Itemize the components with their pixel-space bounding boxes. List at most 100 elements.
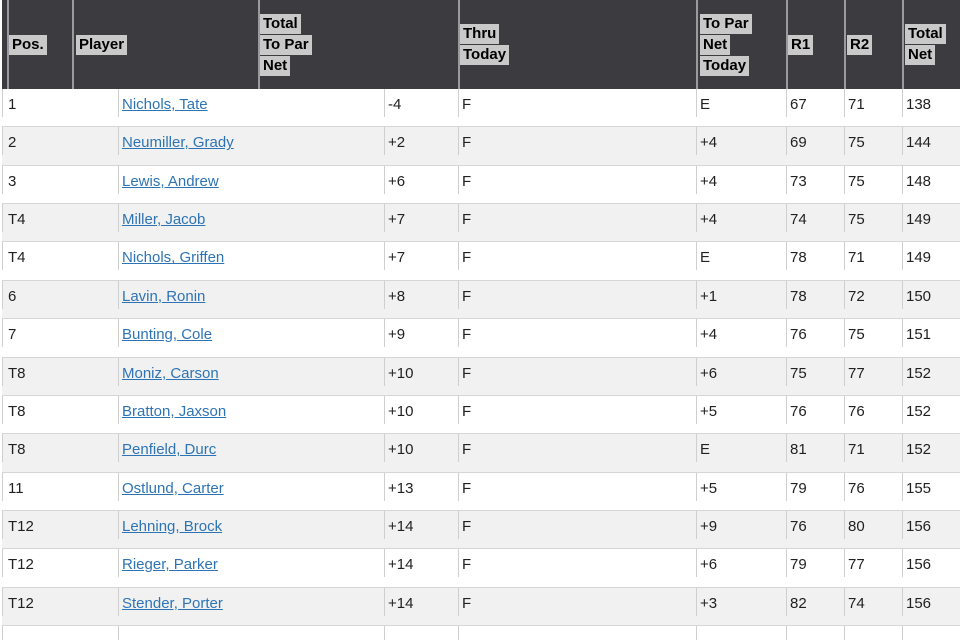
player-link[interactable]: Lavin, Ronin	[122, 287, 206, 305]
table-row: 3 Lewis, Andrew +6 F +4 73 75 148	[2, 165, 960, 205]
r1-cell: 78	[786, 280, 844, 318]
player-cell: Rieger, Parker	[118, 549, 384, 586]
thru-today-cell: F	[458, 89, 696, 126]
pos-cell: T4	[2, 204, 118, 241]
column-header-label: Net	[905, 45, 936, 65]
total-net-cell: 156	[902, 549, 960, 586]
total-to-par-net-cell: +14	[384, 587, 458, 625]
pos-cell: T8	[2, 395, 118, 433]
pos-cell: 1	[2, 89, 118, 126]
to-par-net-today-cell: +1	[696, 280, 786, 318]
player-cell	[118, 626, 384, 640]
pos-cell: T12	[2, 549, 118, 586]
thru-today-cell: F	[458, 587, 696, 625]
column-header-r2: R2	[847, 0, 873, 89]
thru-today-cell	[458, 626, 696, 640]
total-to-par-net-cell: +10	[384, 395, 458, 433]
column-header-label: Thru	[460, 24, 500, 44]
r1-cell: 81	[786, 434, 844, 471]
thru-today-cell: F	[458, 319, 696, 356]
total-net-cell: 150	[902, 280, 960, 318]
thru-today-cell: F	[458, 242, 696, 279]
column-header-total-net: Total Net	[905, 0, 946, 89]
column-header-r1: R1	[788, 0, 814, 89]
r2-cell: 72	[844, 280, 902, 318]
pos-cell: 7	[2, 319, 118, 356]
player-link[interactable]: Ostlund, Carter	[122, 479, 224, 497]
column-header-player: Player	[76, 0, 128, 89]
thru-today-cell: F	[458, 549, 696, 586]
to-par-net-today-cell: +4	[696, 165, 786, 203]
column-header-label: Net	[260, 55, 291, 76]
player-cell: Lehning, Brock	[118, 510, 384, 548]
player-cell: Miller, Jacob	[118, 204, 384, 241]
to-par-net-today-cell: E	[696, 89, 786, 126]
pos-cell: T4	[2, 242, 118, 279]
player-cell: Bunting, Cole	[118, 319, 384, 356]
player-link[interactable]: Miller, Jacob	[122, 211, 206, 229]
table-row: 1 Nichols, Tate -4 F E 67 71 138	[2, 89, 960, 128]
column-divider	[902, 0, 904, 89]
r2-cell: 80	[844, 510, 902, 548]
column-header-to-par-net-today: To Par Net Today	[700, 0, 752, 89]
to-par-net-today-cell: +9	[696, 510, 786, 548]
pos-cell: 2	[2, 127, 118, 164]
total-net-cell: 144	[902, 127, 960, 164]
total-net-cell: 156	[902, 510, 960, 548]
total-to-par-net-cell: +2	[384, 127, 458, 164]
r1-cell: 73	[786, 165, 844, 203]
to-par-net-today-cell: +5	[696, 395, 786, 433]
table-row: T12 Rieger, Parker +14 F +6 79 77 156	[2, 549, 960, 588]
column-header-label: R1	[788, 34, 814, 55]
column-divider	[844, 0, 846, 89]
to-par-net-today-cell: +6	[696, 357, 786, 395]
column-header-label: Today	[460, 45, 510, 65]
pos-cell: T8	[2, 357, 118, 395]
column-header-label: To Par	[700, 13, 752, 34]
column-header-label: Player	[76, 34, 128, 55]
player-link[interactable]: Rieger, Parker	[122, 556, 218, 574]
column-divider	[7, 0, 9, 89]
column-header-thru-today: Thru Today	[460, 0, 510, 89]
player-link[interactable]: Stender, Porter	[122, 594, 223, 612]
column-header-pos: Pos.	[9, 0, 47, 89]
total-net-cell: 152	[902, 357, 960, 395]
player-link[interactable]: Nichols, Griffen	[122, 249, 225, 267]
r1-cell: 75	[786, 357, 844, 395]
table-row: 7 Bunting, Cole +9 F +4 76 75 151	[2, 319, 960, 358]
r1-cell: 79	[786, 472, 844, 510]
player-link[interactable]: Neumiller, Grady	[122, 134, 234, 152]
player-link[interactable]: Nichols, Tate	[122, 96, 208, 113]
r2-cell: 74	[844, 587, 902, 625]
thru-today-cell: F	[458, 395, 696, 433]
total-to-par-net-cell: +9	[384, 319, 458, 356]
pos-cell: T12	[2, 587, 118, 625]
r1-cell: 79	[786, 549, 844, 586]
pos-cell: T8	[2, 434, 118, 471]
player-link[interactable]: Bunting, Cole	[122, 326, 213, 344]
player-link[interactable]: Lehning, Brock	[122, 517, 223, 535]
leaderboard-body: 1 Nichols, Tate -4 F E 67 71 138 2 Neumi…	[2, 89, 960, 640]
total-to-par-net-cell: -4	[384, 89, 458, 126]
thru-today-cell: F	[458, 434, 696, 471]
to-par-net-today-cell: +4	[696, 319, 786, 356]
player-link[interactable]: Lewis, Andrew	[122, 172, 219, 190]
r2-cell: 77	[844, 357, 902, 395]
r2-cell: 76	[844, 395, 902, 433]
player-cell: Nichols, Griffen	[118, 242, 384, 279]
total-to-par-net-cell: +14	[384, 510, 458, 548]
player-link[interactable]: Penfield, Durc	[122, 441, 217, 459]
table-row	[2, 626, 960, 640]
total-to-par-net-cell: +14	[384, 549, 458, 586]
table-row: T4 Nichols, Griffen +7 F E 78 71 149	[2, 242, 960, 281]
player-link[interactable]: Moniz, Carson	[122, 364, 219, 382]
column-header-label: Total	[260, 13, 301, 34]
thru-today-cell: F	[458, 204, 696, 241]
r1-cell: 69	[786, 127, 844, 164]
total-to-par-net-cell: +7	[384, 242, 458, 279]
player-link[interactable]: Bratton, Jaxson	[122, 402, 227, 420]
pos-cell: 11	[2, 472, 118, 510]
r1-cell: 76	[786, 319, 844, 356]
column-divider	[458, 0, 460, 89]
